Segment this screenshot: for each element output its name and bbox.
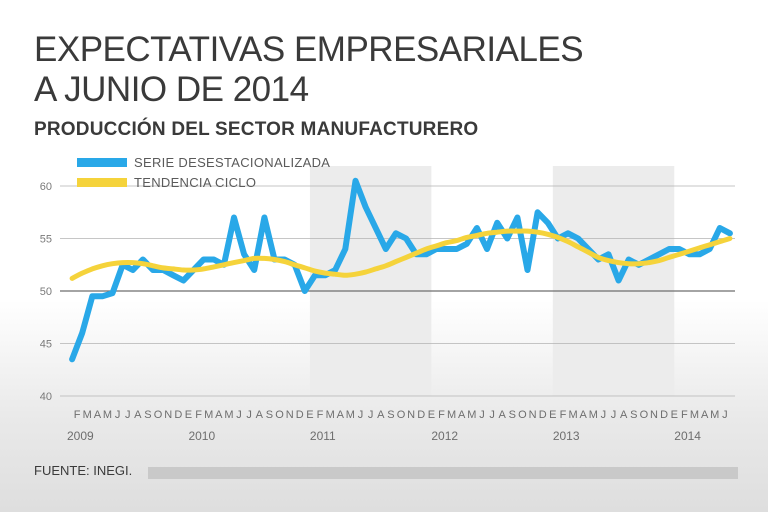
x-month-label: D (660, 409, 668, 421)
y-tick-label: 60 (40, 181, 52, 193)
series-line-tendencia-ciclo (69, 228, 733, 281)
x-month-label: O (397, 409, 406, 421)
x-month-label: M (447, 409, 456, 421)
x-month-label: F (438, 409, 445, 421)
x-month-label: M (690, 409, 699, 421)
x-year-label-2009: 2009 (67, 429, 94, 443)
page-title: EXPECTATIVAS EMPRESARIALES A JUNIO DE 20… (34, 30, 734, 110)
x-month-label: A (94, 409, 102, 421)
title-line-2: A JUNIO DE 2014 (34, 70, 309, 109)
x-month-label: M (224, 409, 233, 421)
y-axis-ticks: 40 45 50 55 60 (40, 181, 52, 403)
x-month-label: N (529, 409, 537, 421)
y-tick-label: 55 (40, 234, 52, 246)
x-month-label: J (236, 409, 242, 421)
x-month-label: S (630, 409, 637, 421)
source-divider-bar (148, 467, 738, 479)
x-month-label: M (346, 409, 355, 421)
x-month-label: A (701, 409, 709, 421)
x-month-label: O (275, 409, 284, 421)
x-month-label: N (650, 409, 658, 421)
x-month-label: O (518, 409, 527, 421)
x-month-label: A (458, 409, 466, 421)
x-year-label-2012: 2012 (431, 429, 458, 443)
x-month-label: M (326, 409, 335, 421)
legend-swatch-tendencia (77, 178, 127, 187)
source-note: FUENTE: INEGI. (34, 463, 133, 478)
x-month-label: A (134, 409, 142, 421)
x-month-label: D (417, 409, 425, 421)
series-lines (69, 177, 733, 363)
x-month-label: A (337, 409, 345, 421)
x-month-label: M (83, 409, 92, 421)
x-year-label-2013: 2013 (553, 429, 580, 443)
x-month-label: S (387, 409, 394, 421)
x-month-label: E (428, 409, 435, 421)
x-month-label: J (358, 409, 364, 421)
x-month-label: J (246, 409, 252, 421)
x-month-label: J (601, 409, 607, 421)
x-month-label: A (256, 409, 264, 421)
grid-lines (60, 185, 735, 397)
legend-label-tendencia: TENDENCIA CICLO (134, 175, 256, 190)
x-month-label: F (681, 409, 688, 421)
x-month-label: N (407, 409, 415, 421)
x-month-label: A (499, 409, 507, 421)
series-line-desestacionalizada (69, 177, 733, 363)
y-tick-label: 50 (40, 286, 52, 298)
x-month-label: A (580, 409, 588, 421)
x-month-label: M (204, 409, 213, 421)
x-month-label: E (549, 409, 556, 421)
year-band-2011 (309, 166, 432, 396)
x-year-label-2010: 2010 (188, 429, 215, 443)
x-month-label: S (266, 409, 273, 421)
x-month-label: J (125, 409, 131, 421)
x-month-label: J (611, 409, 617, 421)
x-month-label: M (568, 409, 577, 421)
x-month-label: E (185, 409, 192, 421)
x-month-label: A (215, 409, 223, 421)
x-month-label: S (509, 409, 516, 421)
year-shading (309, 166, 675, 396)
x-month-label: S (144, 409, 151, 421)
title-line-1: EXPECTATIVAS EMPRESARIALES (34, 30, 584, 69)
x-month-label: F (195, 409, 202, 421)
x-year-label-2014: 2014 (674, 429, 701, 443)
x-month-label: O (154, 409, 163, 421)
x-month-label: J (479, 409, 485, 421)
x-month-label: M (467, 409, 476, 421)
year-band-2013 (552, 166, 675, 396)
x-month-label: F (317, 409, 324, 421)
x-month-label: J (115, 409, 121, 421)
legend-swatch-serie (77, 158, 127, 167)
x-month-label: F (560, 409, 567, 421)
x-month-label: F (74, 409, 81, 421)
y-tick-label: 40 (40, 391, 52, 403)
x-month-label: J (489, 409, 495, 421)
chart-subtitle: PRODUCCIÓN DEL SECTOR MANUFACTURERO (34, 119, 479, 140)
x-month-label: A (620, 409, 628, 421)
x-month-label: D (296, 409, 304, 421)
x-month-label: J (722, 409, 728, 421)
y-tick-label: 45 (40, 339, 52, 351)
x-month-label: D (539, 409, 547, 421)
x-month-label: E (306, 409, 313, 421)
x-month-label: E (671, 409, 678, 421)
legend-label-serie: SERIE DESESTACIONALIZADA (134, 155, 330, 170)
x-month-label: N (286, 409, 294, 421)
x-month-label: N (164, 409, 172, 421)
x-month-label: M (589, 409, 598, 421)
x-month-label: O (640, 409, 649, 421)
line-chart: 40 45 50 55 60 SERIE DESESTACIONALIZADA TENDE… (40, 155, 735, 443)
x-year-label-2011: 2011 (310, 429, 336, 443)
x-month-label: D (174, 409, 182, 421)
legend: SERIE DESESTACIONALIZADA TENDENCIA CICLO (77, 155, 330, 190)
x-month-label: J (368, 409, 374, 421)
x-month-label: M (103, 409, 112, 421)
x-month-label: M (710, 409, 719, 421)
x-month-label: A (377, 409, 385, 421)
